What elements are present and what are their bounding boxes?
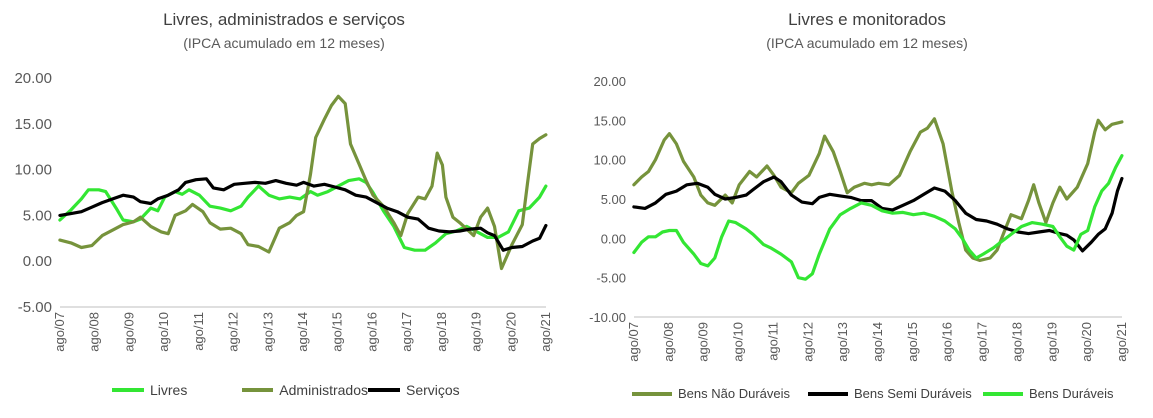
left-chart-y-tick-label: 0.00 xyxy=(23,253,52,270)
legend-swatch-bens-nao-duraveis xyxy=(632,391,672,396)
left-chart-x-tick-label: ago/18 xyxy=(434,312,449,352)
right-chart-x-tick-label: ago/20 xyxy=(1079,322,1094,362)
left-chart-series-line-servicos xyxy=(58,177,548,252)
left-chart-x-tick-label: ago/14 xyxy=(295,312,310,352)
left-chart-x-tick-label: ago/09 xyxy=(121,312,136,352)
right-chart-y-tick-label: 0.00 xyxy=(601,231,626,246)
right-chart-x-tick-label: ago/17 xyxy=(975,322,990,362)
right-chart-x-tick-label: ago/15 xyxy=(905,322,920,362)
left-chart-plot: -5.00 0.00 5.00 10.00 15.00 20.00 ago/07 ago/08… xyxy=(14,70,553,352)
left-chart-title: Livres, administrados e serviços xyxy=(163,10,405,29)
right-chart-x-tick-label: ago/19 xyxy=(1044,322,1059,362)
legend-item-livres: Livres xyxy=(112,382,242,398)
legend-swatch-administrados xyxy=(242,388,274,392)
left-chart-y-tick-label: -5.00 xyxy=(18,299,52,316)
right-chart-y-tick-label: 15.00 xyxy=(593,113,626,128)
right-chart-x-tick-label: ago/11 xyxy=(765,322,780,361)
left-chart-subtitle: (IPCA acumulado em 12 meses) xyxy=(183,35,385,51)
right-chart-x-tick-label: ago/12 xyxy=(800,322,815,362)
legend-item-administrados: Administrados xyxy=(242,382,368,398)
left-chart-y-tick-label: 5.00 xyxy=(23,207,52,224)
legend-swatch-livres xyxy=(112,388,144,392)
left-chart-y-tick-label: 10.00 xyxy=(14,162,52,179)
left-chart-series-line-administrados xyxy=(58,94,548,271)
left-chart-x-tick-label: ago/08 xyxy=(87,312,102,352)
left-chart-x-tick-label: ago/10 xyxy=(156,312,171,352)
left-chart-y-tick-label: 15.00 xyxy=(14,116,52,133)
legend-label-administrados: Administrados xyxy=(279,382,368,398)
left-chart-y-tick-label: 20.00 xyxy=(14,70,52,87)
left-chart-legend: Livres Administrados Serviços xyxy=(112,382,460,398)
right-chart-series-line-bens-duraveis xyxy=(632,154,1124,281)
legend-swatch-bens-semi-duraveis xyxy=(808,391,848,396)
left-chart-x-tick-label: ago/16 xyxy=(364,312,379,352)
left-chart-x-tick-label: ago/20 xyxy=(503,312,518,352)
right-chart-x-tick-label: ago/10 xyxy=(731,322,746,362)
left-chart-x-tick-label: ago/11 xyxy=(191,312,206,351)
right-chart-x-tick-label: ago/13 xyxy=(835,322,850,362)
left-chart-x-tick-label: ago/13 xyxy=(260,312,275,352)
legend-label-bens-semi-duraveis: Bens Semi Duráveis xyxy=(854,386,972,401)
left-chart-x-tick-label: ago/15 xyxy=(330,312,345,352)
legend-label-livres: Livres xyxy=(150,382,188,398)
right-chart-x-tick-label: ago/08 xyxy=(661,322,676,362)
legend-item-bens-nao-duraveis: Bens Não Duráveis xyxy=(632,386,808,401)
right-chart-x-tick-label: ago/18 xyxy=(1009,322,1024,362)
legend-swatch-servicos xyxy=(368,388,400,392)
legend-swatch-bens-duraveis xyxy=(983,391,1023,396)
left-chart-panel: Livres, administrados e serviços (IPCA a… xyxy=(0,0,576,418)
left-chart-series-line-livres xyxy=(58,177,548,252)
right-chart-title: Livres e monitorados xyxy=(788,10,946,29)
right-chart-y-tick-label: 5.00 xyxy=(601,192,626,207)
right-chart-x-tick-label: ago/21 xyxy=(1114,322,1129,362)
right-chart-plot: -10.00 -5.00 0.00 5.00 10.00 15.00 20.00 ago/07… xyxy=(589,74,1129,362)
right-chart-x-tick-label: ago/07 xyxy=(626,322,641,362)
right-chart-x-tick-label: ago/09 xyxy=(696,322,711,362)
left-chart-x-tick-label: ago/21 xyxy=(538,312,553,352)
right-chart-y-tick-label: 10.00 xyxy=(593,153,626,168)
legend-label-bens-duraveis: Bens Duráveis xyxy=(1029,386,1114,401)
right-chart-x-tick-label: ago/16 xyxy=(940,322,955,362)
legend-item-bens-semi-duraveis: Bens Semi Duráveis xyxy=(808,386,983,401)
right-chart-y-tick-label: -5.00 xyxy=(596,271,626,286)
right-chart-series-line-bens-nao-duraveis xyxy=(632,117,1124,262)
left-chart-x-tick-label: ago/19 xyxy=(469,312,484,352)
right-chart-y-tick-label: 20.00 xyxy=(593,74,626,89)
right-chart-y-tick-label: -10.00 xyxy=(589,310,626,325)
left-chart-x-tick-label: ago/07 xyxy=(52,312,67,352)
right-chart-subtitle: (IPCA acumulado em 12 meses) xyxy=(766,35,968,51)
legend-item-bens-duraveis: Bens Duráveis xyxy=(983,386,1114,401)
legend-label-bens-nao-duraveis: Bens Não Duráveis xyxy=(678,386,790,401)
right-chart-series-line-bens-semi-duraveis xyxy=(632,175,1124,253)
right-chart-panel: Livres e monitorados (IPCA acumulado em … xyxy=(577,0,1153,418)
right-chart-x-tick-label: ago/14 xyxy=(870,322,885,362)
right-chart-legend: Bens Não Duráveis Bens Semi Duráveis Ben… xyxy=(632,386,1114,401)
legend-item-servicos: Serviços xyxy=(368,382,460,398)
legend-label-servicos: Serviços xyxy=(406,382,460,398)
left-chart-x-tick-label: ago/17 xyxy=(399,312,414,352)
left-chart-x-tick-label: ago/12 xyxy=(226,312,241,352)
